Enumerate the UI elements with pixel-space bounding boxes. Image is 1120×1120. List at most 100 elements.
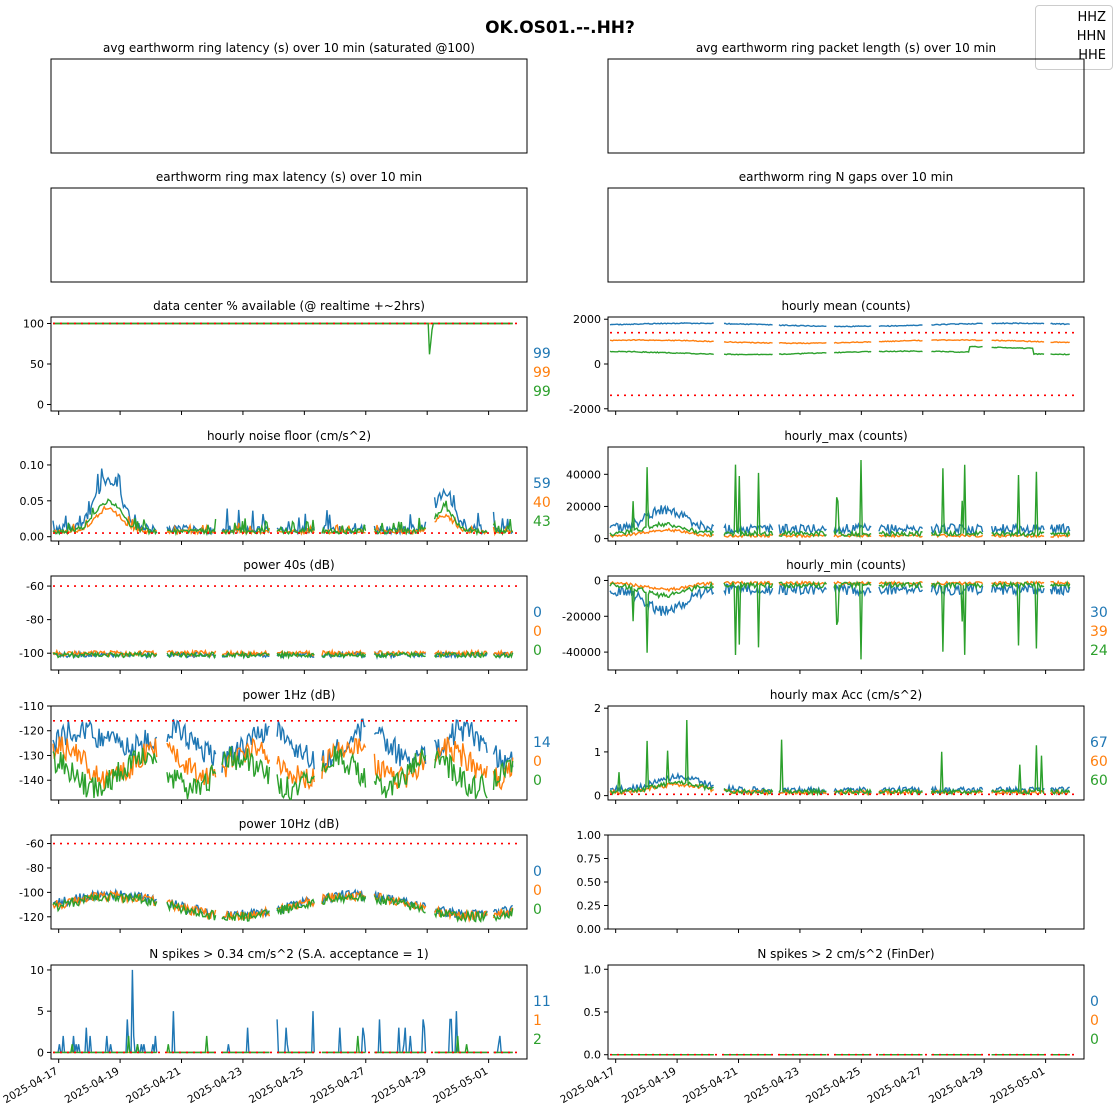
plot-frame — [50, 964, 528, 1060]
y-tick-label: 0 — [37, 1046, 44, 1059]
y-tick-label: 50 — [30, 358, 44, 371]
plot-frame — [607, 446, 1085, 542]
subplot-title: avg earthworm ring latency (s) over 10 m… — [103, 41, 475, 55]
y-tick-label: -60 — [26, 838, 44, 851]
side-value-hhe: 99 — [533, 384, 551, 400]
x-tick-label: 2025-04-17 — [1, 1065, 60, 1106]
y-tick-label: -120 — [19, 725, 44, 738]
subplot-5: data center % available (@ realtime +~2h… — [23, 299, 551, 415]
y-tick-label: 1.0 — [584, 963, 602, 976]
subplot-title: N spikes > 0.34 cm/s^2 (S.A. acceptance … — [149, 947, 428, 961]
subplot-6: hourly mean (counts) -2000 0 2000 — [569, 299, 1085, 416]
subplot-2: avg earthworm ring packet length (s) ove… — [607, 41, 1085, 154]
y-tick-label: 0 — [594, 574, 601, 587]
y-tick-label: -100 — [19, 886, 44, 899]
plot-frame — [607, 834, 1085, 930]
side-value-hhe: 0 — [533, 902, 542, 918]
side-value-hhe: 24 — [1090, 643, 1108, 659]
subplot-14: 0.00 0.25 0.50 0.75 1.00 — [577, 829, 1085, 936]
side-value-hhn: 1 — [533, 1013, 542, 1029]
series-line-hhz — [53, 969, 513, 1054]
subplot-title: N spikes > 2 cm/s^2 (FinDer) — [757, 947, 934, 961]
series-line-hhe — [609, 345, 1070, 356]
subplot-title: power 10Hz (dB) — [239, 817, 340, 831]
x-tick-label: 2025-04-21 — [124, 1065, 183, 1106]
subplot-4: earthworm ring N gaps over 10 min — [607, 170, 1085, 283]
x-tick-label: 2025-04-23 — [743, 1065, 802, 1106]
plot-frame — [607, 316, 1085, 412]
y-tick-label: 0.00 — [577, 923, 602, 936]
plot-frame — [50, 316, 528, 412]
side-value-hhz: 67 — [1090, 735, 1108, 751]
x-tick-label: 2025-04-19 — [63, 1065, 122, 1106]
side-value-hhz: 11 — [533, 994, 551, 1010]
series-line-hhe — [52, 498, 514, 537]
y-tick-label: 40000 — [566, 468, 601, 481]
side-value-hhe: 0 — [533, 643, 542, 659]
legend-item-hhe: HHE — [1078, 48, 1106, 63]
x-tick-label: 2025-04-19 — [620, 1065, 679, 1106]
plot-frame — [50, 58, 528, 154]
series-line-hhe — [53, 322, 513, 355]
plot-frame — [607, 575, 1085, 671]
plot-frame — [607, 705, 1085, 801]
side-value-hhz: 99 — [533, 346, 551, 362]
y-tick-label: 0 — [594, 358, 601, 371]
subplot-8: hourly_max (counts) 0 20000 40000 — [566, 429, 1085, 546]
x-tick-label: 2025-05-01 — [988, 1065, 1047, 1106]
side-value-hhn: 39 — [1090, 624, 1108, 640]
y-tick-label: 10 — [30, 964, 44, 977]
y-tick-label: 0 — [594, 533, 601, 546]
side-value-hhe: 2 — [533, 1032, 542, 1048]
subplot-title: hourly max Acc (cm/s^2) — [770, 688, 922, 702]
y-tick-label: -100 — [19, 647, 44, 660]
series-line-hhe — [52, 891, 514, 923]
side-value-hhn: 40 — [533, 495, 551, 511]
side-value-hhn: 99 — [533, 365, 551, 381]
series-line-hhn — [609, 338, 1070, 345]
side-value-hhn: 0 — [533, 883, 542, 899]
series-line-hhz — [609, 321, 1070, 328]
y-tick-label: 0.10 — [20, 459, 45, 472]
side-value-hhn: 0 — [533, 754, 542, 770]
side-value-hhe: 43 — [533, 514, 551, 530]
y-tick-label: 0.05 — [20, 495, 45, 508]
subplot-13: power 10Hz (dB) -120 -100 -80 -60 0 0 0 — [19, 817, 542, 933]
subplot-title: power 40s (dB) — [243, 558, 334, 572]
y-tick-label: 5 — [37, 1005, 44, 1018]
subplot-12: hourly max Acc (cm/s^2) 0 1 2 67 60 60 — [594, 688, 1108, 804]
side-value-hhe: 0 — [533, 773, 542, 789]
y-tick-label: 0.5 — [584, 1006, 602, 1019]
y-tick-label: 2 — [594, 702, 601, 715]
x-tick-label: 2025-04-25 — [804, 1065, 863, 1106]
side-value-hhn: 0 — [1090, 1013, 1099, 1029]
subplot-16: N spikes > 2 cm/s^2 (FinDer)2025-04-17 20… — [558, 947, 1099, 1106]
plot-frame — [50, 575, 528, 671]
subplot-title: hourly mean (counts) — [781, 299, 910, 313]
plot-frame — [607, 964, 1085, 1060]
side-value-hhz: 0 — [533, 605, 542, 621]
subplot-9: power 40s (dB) -100 -80 -60 0 0 0 — [19, 558, 542, 674]
x-tick-label: 2025-04-29 — [927, 1065, 986, 1106]
subplot-3: earthworm ring max latency (s) over 10 m… — [50, 170, 528, 283]
plot-frame — [50, 705, 528, 801]
y-tick-label: 1 — [594, 746, 601, 759]
y-tick-label: 0.25 — [577, 900, 602, 913]
plot-frame — [50, 187, 528, 283]
legend-item-hhn: HHN — [1076, 29, 1106, 44]
legend-item-hhz: HHZ — [1077, 10, 1106, 25]
subplot-15: N spikes > 0.34 cm/s^2 (S.A. acceptance … — [1, 947, 551, 1106]
y-tick-label: 2000 — [573, 313, 601, 326]
y-tick-label: -60 — [26, 580, 44, 593]
subplot-10: hourly_min (counts) -40000 -20000 0 30 39 24 — [562, 558, 1108, 674]
subplot-title: data center % available (@ realtime +~2h… — [153, 299, 425, 313]
series-line-hhe — [609, 580, 1071, 660]
x-tick-label: 2025-04-27 — [865, 1065, 924, 1106]
side-value-hhz: 14 — [533, 735, 551, 751]
side-value-hhz: 0 — [1090, 994, 1099, 1010]
series-line-hhe — [52, 649, 514, 660]
y-tick-label: 0.0 — [584, 1049, 602, 1062]
x-tick-label: 2025-04-29 — [370, 1065, 429, 1106]
y-tick-label: 0 — [37, 399, 44, 412]
subplot-title: earthworm ring N gaps over 10 min — [739, 170, 953, 184]
